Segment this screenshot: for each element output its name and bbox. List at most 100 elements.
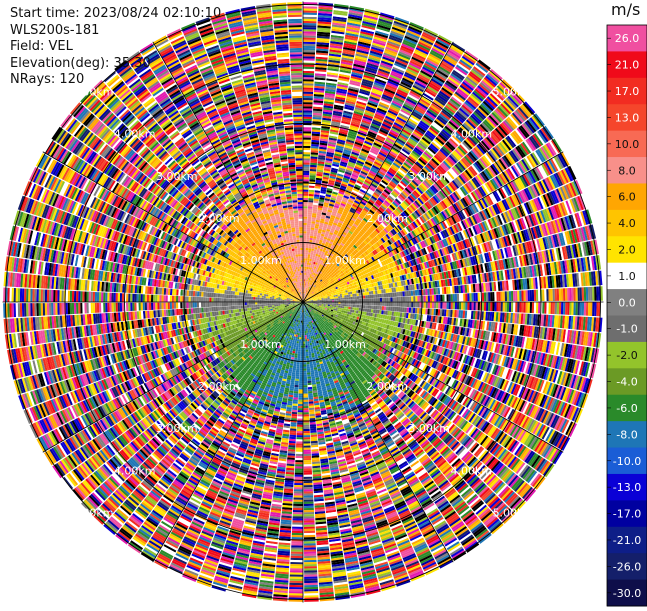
gate-cell <box>478 302 480 311</box>
gate-cell <box>342 306 344 308</box>
gate-cell <box>519 302 521 313</box>
gate-cell <box>308 196 313 198</box>
gate-cell <box>303 79 314 81</box>
gate-cell <box>310 236 313 238</box>
gate-cell <box>307 215 311 217</box>
gate-cell <box>303 204 308 206</box>
gate-cell <box>306 273 308 275</box>
gate-cell <box>534 290 536 301</box>
gate-cell <box>305 277 306 279</box>
gate-cell <box>303 152 310 154</box>
gate-cell <box>332 305 334 307</box>
gate-cell <box>350 307 352 310</box>
gate-cell <box>307 227 311 229</box>
gate-cell <box>303 52 315 54</box>
gate-cell <box>303 21 317 23</box>
gate-cell <box>575 302 577 315</box>
gate-cell <box>307 261 309 263</box>
gate-cell <box>386 298 388 302</box>
gate-cell <box>395 297 397 302</box>
gate-cell <box>542 302 544 314</box>
gate-cell <box>553 289 555 301</box>
gate-cell <box>401 302 403 307</box>
gate-cell <box>349 304 351 306</box>
gate-cell <box>303 98 313 100</box>
gate-cell <box>407 307 409 312</box>
gate-cell <box>309 194 314 196</box>
gate-cell <box>336 296 338 298</box>
gate-cell <box>307 263 309 265</box>
gate-cell <box>328 303 330 304</box>
gate-cell <box>303 156 310 158</box>
gate-cell <box>338 298 340 300</box>
gate-cell <box>334 299 336 301</box>
gate-cell <box>353 297 355 300</box>
gate-cell <box>334 295 336 297</box>
gate-cell <box>303 125 312 127</box>
gate-cell <box>307 265 309 267</box>
gate-cell <box>555 302 557 314</box>
gate-cell <box>303 94 313 96</box>
gate-cell <box>417 308 420 314</box>
gate-cell <box>544 289 546 301</box>
gate-cell <box>308 254 311 256</box>
gate-cell <box>326 304 328 305</box>
gate-cell <box>309 261 311 263</box>
gate-cell <box>307 221 311 223</box>
gate-cell <box>303 96 313 98</box>
gate-cell <box>519 291 521 302</box>
gate-cell <box>303 229 307 231</box>
gate-cell <box>548 302 550 314</box>
gate-cell <box>428 302 430 308</box>
gate-cell <box>347 304 349 306</box>
gate-cell <box>346 297 348 299</box>
gate-cell <box>350 294 352 297</box>
gate-cell <box>396 292 398 297</box>
gate-cell <box>353 305 355 308</box>
gate-cell <box>357 302 359 305</box>
gate-cell <box>523 302 525 313</box>
gate-cell <box>402 307 404 312</box>
gate-cell <box>342 298 344 300</box>
gate-cell <box>303 83 314 85</box>
gate-cell <box>303 106 312 108</box>
gate-cell <box>357 299 359 302</box>
gate-cell <box>308 206 313 208</box>
gate-cell <box>523 290 525 301</box>
gate-cell <box>305 267 307 269</box>
gate-cell <box>395 302 397 307</box>
gate-cell <box>351 299 353 301</box>
gate-cell <box>332 297 334 299</box>
gate-cell <box>303 144 311 146</box>
gate-cell <box>367 309 369 312</box>
gate-cell <box>303 137 311 139</box>
gate-cell <box>330 305 332 307</box>
gate-cell <box>308 198 313 200</box>
gate-cell <box>303 208 308 210</box>
gate-cell <box>303 223 307 225</box>
gate-cell <box>388 306 390 310</box>
gate-cell <box>569 288 571 301</box>
gate-cell <box>386 302 388 306</box>
gate-cell <box>303 244 306 246</box>
gate-cell <box>557 302 559 314</box>
gate-cell <box>330 306 332 308</box>
gate-cell <box>303 200 308 202</box>
gate-cell <box>303 115 312 117</box>
gate-cell <box>342 295 344 297</box>
gate-cell <box>532 302 534 313</box>
gate-cell <box>308 248 311 250</box>
gate-cell <box>317 300 319 301</box>
gate-cell <box>578 288 580 301</box>
gate-cell <box>336 304 338 306</box>
gate-cell <box>596 302 598 316</box>
gate-cell <box>338 294 340 296</box>
gate-cell <box>505 302 507 312</box>
gate-cell <box>517 302 519 312</box>
gate-cell <box>303 13 317 15</box>
gate-cell <box>401 297 403 302</box>
gate-cell <box>304 285 305 287</box>
gate-cell <box>308 204 313 206</box>
gate-cell <box>378 302 380 306</box>
gate-cell <box>392 292 394 297</box>
